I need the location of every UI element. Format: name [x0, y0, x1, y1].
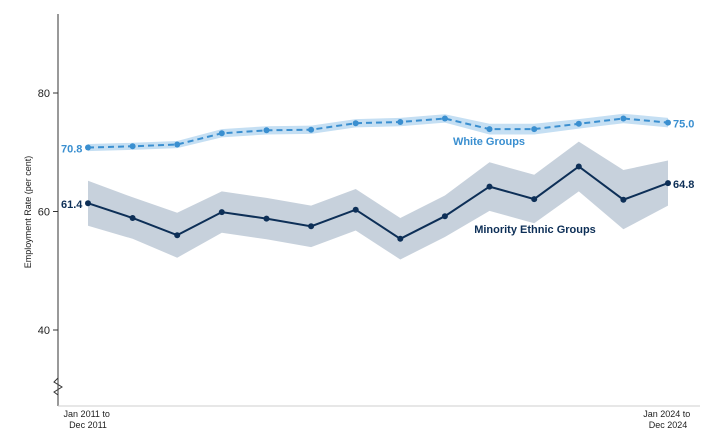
y-axis-ticks: 40 60 80: [38, 88, 58, 337]
series-points: [85, 115, 671, 242]
minority-data-point: [575, 163, 582, 170]
minority-data-point: [129, 215, 136, 221]
minority-data-point: [218, 209, 225, 216]
minority-end-value: 64.8: [673, 179, 694, 191]
minority-start-value: 61.4: [61, 199, 83, 211]
white-end-value: 75.0: [673, 119, 694, 131]
white-data-point: [129, 143, 136, 150]
white-data-point: [174, 141, 181, 148]
y-tick-label: 40: [38, 325, 50, 337]
minority-series-line: [87, 165, 669, 240]
white-data-point: [352, 120, 359, 127]
minority-confidence-band: [88, 141, 668, 260]
white-data-point: [263, 127, 270, 134]
white-data-point: [218, 130, 225, 137]
y-tick-label: 60: [38, 207, 50, 219]
x-label-start: Jan 2011 to Dec 2011: [64, 409, 113, 430]
series-lines: [87, 117, 669, 240]
minority-data-point: [486, 183, 493, 190]
white-series-line: [87, 117, 669, 149]
white-data-point: [486, 126, 493, 133]
minority-data-point: [620, 196, 627, 203]
y-axis-break-symbol: [53, 377, 63, 396]
minority-series-label: Minority Ethnic Groups: [474, 224, 596, 236]
y-tick-label: 80: [38, 88, 50, 100]
x-label-start-line2: Dec 2011: [69, 420, 107, 430]
x-label-end-line2: Dec 2024: [649, 420, 688, 430]
white-data-point: [85, 144, 91, 151]
white-data-point: [441, 115, 448, 122]
minority-data-point: [85, 200, 91, 207]
minority-data-point: [352, 206, 359, 213]
white-data-point: [575, 120, 582, 127]
x-label-start-line1: Jan 2011 to: [64, 409, 110, 419]
white-data-point: [531, 126, 538, 133]
white-data-point: [620, 115, 627, 122]
y-axis-title: Employment Rate (per cent): [23, 156, 33, 269]
minority-data-point: [397, 235, 404, 242]
x-label-end: Jan 2024 to Dec 2024: [643, 409, 693, 430]
minority-data-point: [174, 232, 181, 239]
confidence-bands: [88, 113, 668, 260]
white-start-value: 70.8: [61, 144, 82, 156]
minority-data-point: [665, 180, 671, 187]
white-confidence-band: [88, 113, 668, 152]
white-data-point: [397, 119, 404, 125]
white-data-point: [308, 126, 315, 133]
white-series-label: White Groups: [453, 136, 525, 148]
white-data-point: [665, 119, 671, 126]
minority-data-point: [308, 223, 315, 230]
minority-data-point: [441, 213, 448, 220]
x-label-end-line1: Jan 2024 to: [643, 409, 690, 419]
minority-data-point: [531, 196, 538, 203]
minority-data-point: [263, 215, 270, 222]
